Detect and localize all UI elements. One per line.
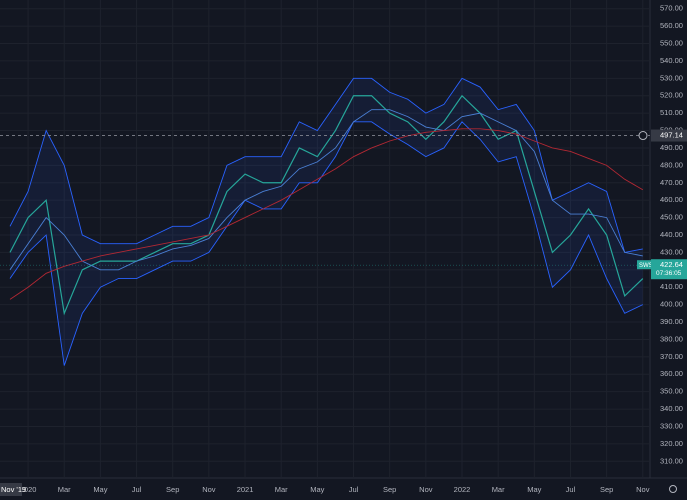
y-tick-label: 460.00 (660, 195, 683, 204)
y-tick-label: 510.00 (660, 108, 683, 117)
x-tick-label: 2020 (20, 485, 37, 494)
y-tick-label: 530.00 (660, 73, 683, 82)
plot (0, 77, 650, 366)
series-line (9, 121, 643, 366)
y-tick-label: 440.00 (660, 230, 683, 239)
y-tick-label: 360.00 (660, 369, 683, 378)
x-tick-label: 2021 (237, 485, 254, 494)
settings-icon[interactable] (669, 485, 677, 493)
x-tick-label: May (527, 485, 541, 494)
y-tick-label: 390.00 (660, 317, 683, 326)
y-tick-label: 560.00 (660, 21, 683, 30)
series-line (9, 128, 644, 300)
y-tick-label: 380.00 (660, 334, 683, 343)
x-tick-label: Nov (419, 485, 433, 494)
last-price-label: 422.64 (660, 260, 683, 269)
x-tick-label: Sep (383, 485, 396, 494)
x-tick-label: Mar (275, 485, 288, 494)
crosshair-price-label: 497.14 (660, 131, 683, 140)
y-tick-label: 330.00 (660, 421, 683, 430)
x-tick-label: Nov (202, 485, 216, 494)
x-tick-label: Mar (58, 485, 71, 494)
x-tick-label: Sep (600, 485, 613, 494)
countdown-label: 07:36:05 (656, 270, 682, 277)
y-tick-label: 350.00 (660, 387, 683, 396)
y-tick-label: 550.00 (660, 39, 683, 48)
x-tick-label: Mar (492, 485, 505, 494)
x-tick-label: Jul (132, 485, 142, 494)
y-tick-label: 410.00 (660, 282, 683, 291)
y-tick-label: 520.00 (660, 91, 683, 100)
y-tick-label: 430.00 (660, 247, 683, 256)
y-tick-label: 400.00 (660, 300, 683, 309)
x-tick-label: 2022 (454, 485, 471, 494)
crosshair-add-button (638, 131, 648, 141)
crosshair-date-box (0, 483, 22, 496)
y-tick-label: 340.00 (660, 404, 683, 413)
x-tick-label: Nov (636, 485, 650, 494)
crosshair-price-box (651, 129, 687, 142)
y-tick-label: 490.00 (660, 143, 683, 152)
x-tick-label: Sep (166, 485, 179, 494)
y-tick-label: 570.00 (660, 4, 683, 13)
y-tick-label: 370.00 (660, 352, 683, 361)
y-tick-label: 540.00 (660, 56, 683, 65)
y-tick-label: 470.00 (660, 178, 683, 187)
symbol-box (637, 260, 659, 270)
crosshair-date-label: Nov '19 (1, 485, 26, 494)
y-tick-label: 480.00 (660, 160, 683, 169)
x-tick-label: May (310, 485, 324, 494)
x-tick-label: Jul (566, 485, 576, 494)
x-tick-label: May (93, 485, 107, 494)
axes: 310.00 320.00 330.00 340.00 350.00 360.00 370.… (0, 4, 687, 496)
grid (0, 0, 650, 478)
last-price-box (651, 259, 687, 280)
y-tick-label: 320.00 (660, 439, 683, 448)
x-tick-label: Jul (349, 485, 359, 494)
y-tick-label: 450.00 (660, 213, 683, 222)
symbol-label: SWST (639, 263, 657, 269)
y-tick-label: 310.00 (660, 456, 683, 465)
series-line (9, 109, 643, 271)
series-line (9, 94, 644, 316)
